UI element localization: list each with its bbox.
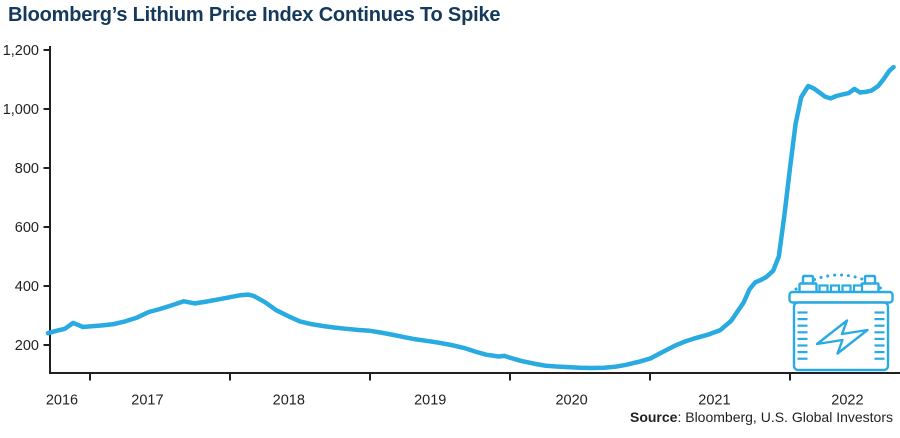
x-tick-label: 2019 [414, 393, 446, 409]
source-note: Source: Bloomberg, U.S. Global Investors [630, 409, 893, 425]
y-tick-label: 1,200 [3, 43, 39, 59]
battery-ribs [797, 311, 885, 360]
y-axis-ticks: 200 400 600 800 1,000 1,200 [3, 43, 49, 354]
y-tick-label: 600 [15, 220, 39, 236]
y-tick-label: 800 [15, 161, 39, 177]
x-tick-label: 2017 [131, 393, 163, 409]
y-axis: 200 400 600 800 1,000 1,200 [3, 43, 51, 374]
x-axis-labels: 2016 2017 2018 2019 2020 2021 2022 [46, 393, 864, 409]
battery-lid [788, 290, 894, 304]
x-axis: 2016 2017 2018 2019 2020 2021 2022 [46, 372, 900, 409]
y-tick-label: 200 [15, 338, 39, 354]
x-tick-label: 2018 [273, 393, 305, 409]
x-tick-label: 2022 [831, 393, 863, 409]
battery-icon [788, 273, 894, 372]
x-axis-ticks [89, 373, 791, 381]
price-line-series [45, 64, 896, 371]
x-tick-label: 2020 [555, 393, 587, 409]
x-tick-label: 2016 [46, 393, 78, 409]
battery-body [792, 301, 890, 372]
y-tick-label: 400 [15, 279, 39, 295]
source-label: Source [629, 409, 678, 425]
y-tick-label: 1,000 [3, 102, 39, 118]
chart-title: Bloomberg’s Lithium Price Index Continue… [8, 4, 501, 26]
source-text: : Bloomberg, U.S. Global Investors [677, 409, 893, 425]
lightning-bolt-icon [815, 319, 869, 355]
x-tick-label: 2021 [698, 393, 730, 409]
